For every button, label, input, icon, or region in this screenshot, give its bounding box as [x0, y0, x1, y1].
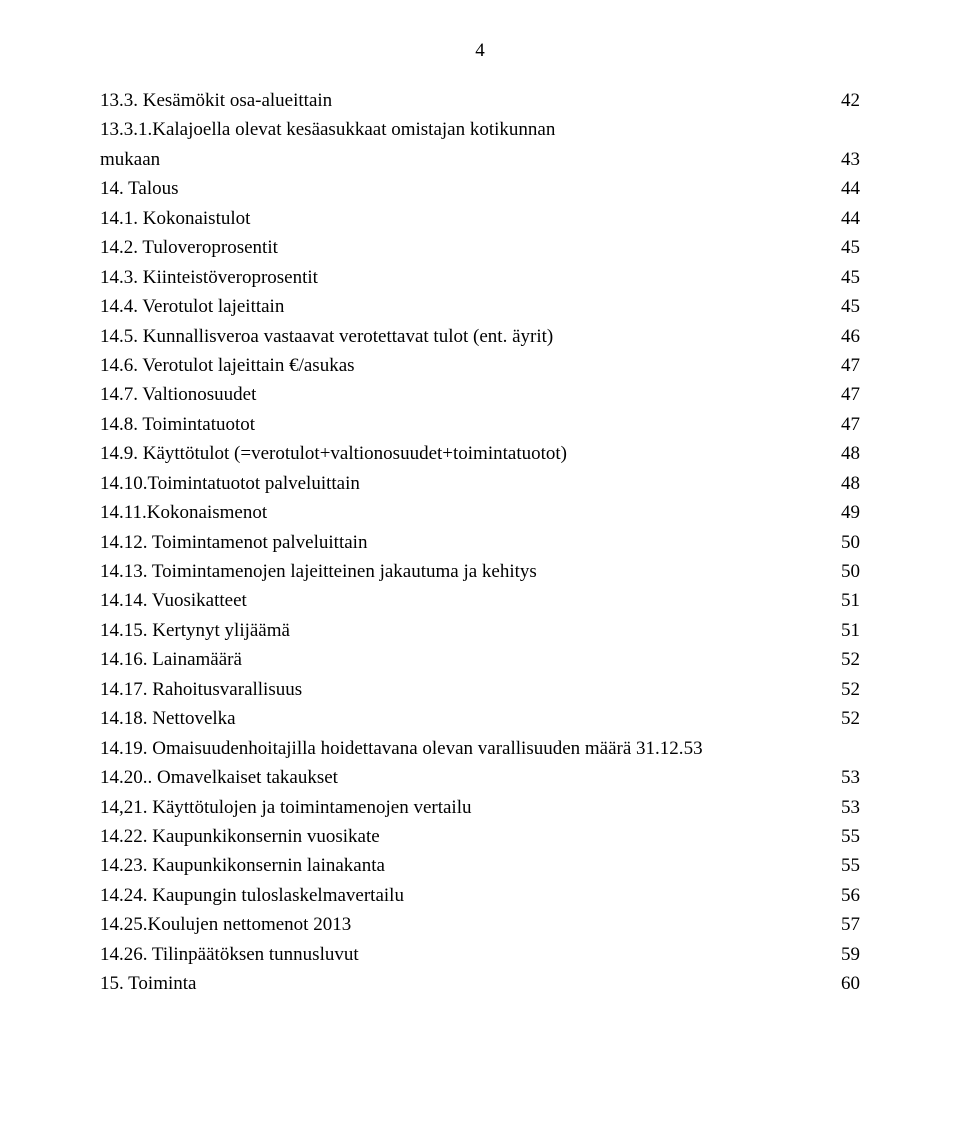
toc-title: 14.6. Verotulot lajeittain €/asukas — [100, 351, 355, 380]
toc-title: 14.17. Rahoitusvarallisuus — [100, 675, 302, 704]
toc-page-number: 48 — [841, 439, 860, 468]
toc-page-number: 50 — [841, 528, 860, 557]
toc-page-number: 52 — [841, 704, 860, 733]
toc-entry: 14.22. Kaupunkikonsernin vuosikate 55 — [100, 822, 860, 851]
toc-entry: 14.12. Toimintamenot palveluittain 50 — [100, 528, 860, 557]
toc-title: 14.25.Koulujen nettomenot 2013 — [100, 910, 351, 939]
toc-title: 14.16. Lainamäärä — [100, 645, 242, 674]
toc-page-number: 51 — [841, 616, 860, 645]
toc-entry: 14.18. Nettovelka 52 — [100, 704, 860, 733]
toc-title: 14.23. Kaupunkikonsernin lainakanta — [100, 851, 385, 880]
toc-title: 14.7. Valtionosuudet — [100, 380, 256, 409]
toc-page-number: 42 — [841, 86, 860, 115]
document-page: 4 13.3. Kesämökit osa-alueittain 4213.3.1… — [0, 0, 960, 1039]
toc-title: 14.26. Tilinpäätöksen tunnusluvut — [100, 940, 359, 969]
toc-title: 14,21. Käyttötulojen ja toimintamenojen … — [100, 793, 471, 822]
toc-title: 14.9. Käyttötulot (=verotulot+valtionosu… — [100, 439, 567, 468]
toc-page-number: 44 — [841, 174, 860, 203]
toc-page-number: 56 — [841, 881, 860, 910]
toc-title: 14.12. Toimintamenot palveluittain — [100, 528, 367, 557]
toc-entry: mukaan 43 — [100, 145, 860, 174]
toc-title: 14. Talous — [100, 174, 179, 203]
toc-entry: 14.4. Verotulot lajeittain 45 — [100, 292, 860, 321]
toc-entry: 14.5. Kunnallisveroa vastaavat verotetta… — [100, 322, 860, 351]
toc-title: 14.13. Toimintamenojen lajeitteinen jaka… — [100, 557, 537, 586]
toc-page-number: 53 — [684, 734, 703, 763]
toc-entry: 14.1. Kokonaistulot 44 — [100, 204, 860, 233]
toc-title: 15. Toiminta — [100, 969, 196, 998]
toc-entry: 14.20.. Omavelkaiset takaukset 53 — [100, 763, 860, 792]
toc-page-number: 45 — [841, 263, 860, 292]
toc-page-number: 45 — [841, 292, 860, 321]
toc-page-number: 47 — [841, 380, 860, 409]
toc-page-number: 57 — [841, 910, 860, 939]
toc-entry: 14. Talous 44 — [100, 174, 860, 203]
toc-entry: 14.16. Lainamäärä 52 — [100, 645, 860, 674]
toc-entry: 14.2. Tuloveroprosentit 45 — [100, 233, 860, 262]
toc-page-number: 53 — [841, 793, 860, 822]
page-number: 4 — [100, 40, 860, 62]
toc-entry: 15. Toiminta 60 — [100, 969, 860, 998]
toc-title: 14.10.Toimintatuotot palveluittain — [100, 469, 360, 498]
toc-page-number: 52 — [841, 645, 860, 674]
toc-title: 14.8. Toimintatuotot — [100, 410, 255, 439]
toc-title: 14.22. Kaupunkikonsernin vuosikate — [100, 822, 380, 851]
toc-title: 14.19. Omaisuudenhoitajilla hoidettavana… — [100, 734, 684, 763]
toc-entry: 14.6. Verotulot lajeittain €/asukas 47 — [100, 351, 860, 380]
toc-entry: 13.3. Kesämökit osa-alueittain 42 — [100, 86, 860, 115]
toc-page-number: 47 — [841, 351, 860, 380]
toc-entry: 13.3.1.Kalajoella olevat kesäasukkaat om… — [100, 115, 860, 144]
toc-entry: 14.15. Kertynyt ylijäämä 51 — [100, 616, 860, 645]
toc-page-number: 44 — [841, 204, 860, 233]
toc-entry: 14.25.Koulujen nettomenot 2013 57 — [100, 910, 860, 939]
toc-page-number: 52 — [841, 675, 860, 704]
toc-page-number: 55 — [841, 851, 860, 880]
toc-title: 13.3. Kesämökit osa-alueittain — [100, 86, 332, 115]
toc-title: 14.24. Kaupungin tuloslaskelmavertailu — [100, 881, 404, 910]
toc-title: 14.2. Tuloveroprosentit — [100, 233, 278, 262]
toc-entry: 14.23. Kaupunkikonsernin lainakanta 55 — [100, 851, 860, 880]
toc-page-number: 49 — [841, 498, 860, 527]
toc-entry: 14.8. Toimintatuotot 47 — [100, 410, 860, 439]
toc-page-number: 60 — [841, 969, 860, 998]
toc-title: 14.15. Kertynyt ylijäämä — [100, 616, 290, 645]
toc-title: 14.3. Kiinteistöveroprosentit — [100, 263, 318, 292]
toc-title: 14.1. Kokonaistulot — [100, 204, 250, 233]
toc-title: 14.5. Kunnallisveroa vastaavat verotetta… — [100, 322, 553, 351]
toc-title: 14.4. Verotulot lajeittain — [100, 292, 284, 321]
toc-page-number: 51 — [841, 586, 860, 615]
toc-page-number: 46 — [841, 322, 860, 351]
toc-title: 14.11.Kokonaismenot — [100, 498, 267, 527]
toc-page-number: 47 — [841, 410, 860, 439]
toc-title: 14.20.. Omavelkaiset takaukset — [100, 763, 338, 792]
table-of-contents: 13.3. Kesämökit osa-alueittain 4213.3.1.K… — [100, 86, 860, 999]
toc-page-number: 50 — [841, 557, 860, 586]
toc-entry: 14.11.Kokonaismenot 49 — [100, 498, 860, 527]
toc-entry: 14.3. Kiinteistöveroprosentit 45 — [100, 263, 860, 292]
toc-entry: 14.14. Vuosikatteet 51 — [100, 586, 860, 615]
toc-page-number: 59 — [841, 940, 860, 969]
toc-entry: 14.9. Käyttötulot (=verotulot+valtionosu… — [100, 439, 860, 468]
toc-title: mukaan — [100, 145, 160, 174]
toc-title: 14.14. Vuosikatteet — [100, 586, 247, 615]
toc-page-number: 55 — [841, 822, 860, 851]
toc-entry: 14.26. Tilinpäätöksen tunnusluvut 59 — [100, 940, 860, 969]
toc-entry: 14.17. Rahoitusvarallisuus 52 — [100, 675, 860, 704]
toc-page-number: 48 — [841, 469, 860, 498]
toc-page-number: 53 — [841, 763, 860, 792]
toc-page-number: 43 — [841, 145, 860, 174]
toc-entry: 14.19. Omaisuudenhoitajilla hoidettavana… — [100, 734, 860, 763]
toc-entry: 14.24. Kaupungin tuloslaskelmavertailu 56 — [100, 881, 860, 910]
toc-title: 14.18. Nettovelka — [100, 704, 236, 733]
toc-page-number: 45 — [841, 233, 860, 262]
toc-entry: 14,21. Käyttötulojen ja toimintamenojen … — [100, 793, 860, 822]
toc-entry: 14.13. Toimintamenojen lajeitteinen jaka… — [100, 557, 860, 586]
toc-entry: 14.7. Valtionosuudet 47 — [100, 380, 860, 409]
toc-entry: 14.10.Toimintatuotot palveluittain 48 — [100, 469, 860, 498]
